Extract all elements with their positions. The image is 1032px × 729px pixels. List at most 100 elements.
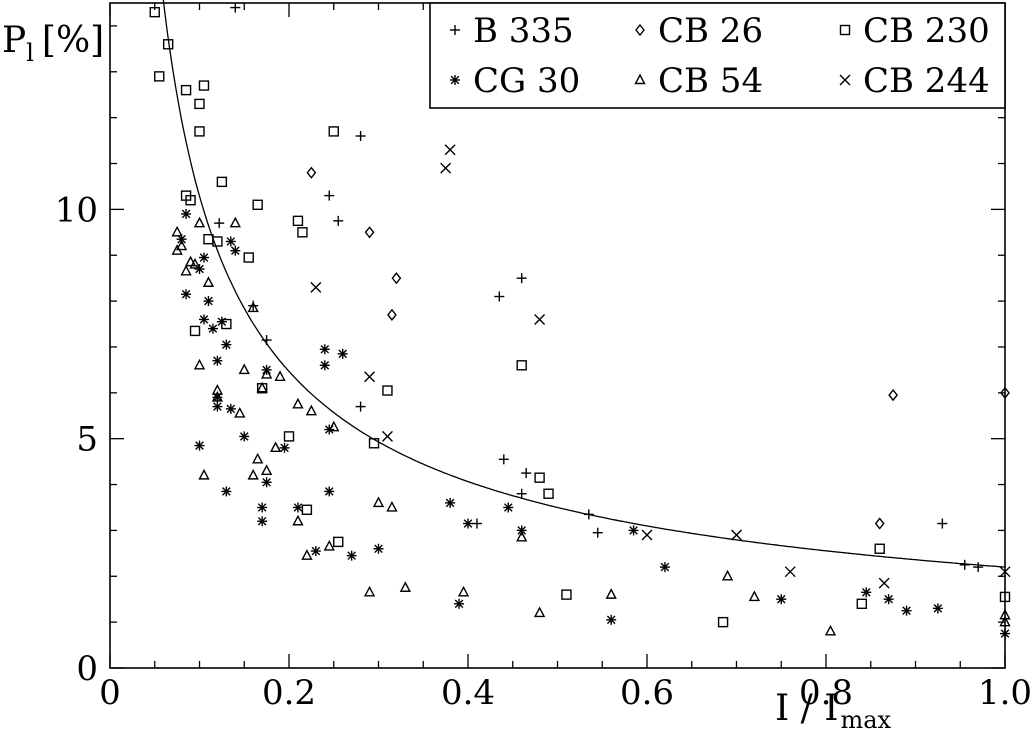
point-cb-26 <box>306 166 317 179</box>
legend-label-cb-230: CB 230 <box>863 11 990 51</box>
point-b-335 <box>494 291 505 302</box>
point-cg-30 <box>324 486 335 497</box>
point-cg-30 <box>279 442 290 453</box>
point-cb-26 <box>888 389 899 402</box>
point-cb-230 <box>216 176 228 188</box>
point-cg-30 <box>516 525 527 536</box>
point-cb-230 <box>189 325 201 337</box>
point-cg-30 <box>932 603 943 614</box>
x-axis-label: I / I <box>775 688 838 729</box>
point-cg-30 <box>257 516 268 527</box>
point-cg-30 <box>212 355 223 366</box>
point-cb-54 <box>372 496 385 508</box>
point-cb-230 <box>243 252 254 263</box>
point-cb-54 <box>175 239 188 251</box>
point-cb-54 <box>363 585 376 597</box>
legend-label-cb-26: CB 26 <box>658 11 763 51</box>
point-cb-230 <box>162 39 174 50</box>
legend-marker-cb-54 <box>634 73 646 85</box>
point-b-335 <box>355 131 366 141</box>
point-cb-54 <box>260 367 273 379</box>
point-cb-54 <box>193 216 206 228</box>
point-b-335 <box>973 562 984 573</box>
point-cb-54 <box>386 500 398 512</box>
point-cg-30 <box>310 546 321 557</box>
point-cb-230 <box>561 589 572 600</box>
legend-label-cb-54: CB 54 <box>658 61 763 101</box>
point-cg-30 <box>181 208 192 219</box>
point-cg-30 <box>463 518 473 529</box>
point-cb-54 <box>274 370 286 381</box>
point-cg-30 <box>1000 628 1010 639</box>
point-cb-230 <box>382 385 393 396</box>
point-cb-54 <box>229 216 241 228</box>
point-cb-244 <box>784 566 796 578</box>
point-cg-30 <box>230 245 241 256</box>
point-b-335 <box>959 559 970 570</box>
x-tick-label: 0.2 <box>262 673 316 713</box>
x-tick-label: 0.4 <box>441 673 495 713</box>
point-cb-230 <box>292 215 304 227</box>
point-cg-30 <box>225 236 236 247</box>
point-cb-230 <box>328 126 339 137</box>
point-cg-30 <box>861 587 872 598</box>
legend-label-cb-244: CB 244 <box>863 61 990 101</box>
axis-tick-labels: 0 0.2 0.4 0.6 0.8 1.0 0 5 10 <box>55 190 1032 713</box>
point-cb-244 <box>641 529 653 541</box>
point-cg-30 <box>203 296 214 307</box>
point-cg-30 <box>257 502 268 513</box>
point-cb-244 <box>364 371 376 383</box>
point-cg-30 <box>181 289 192 300</box>
legend-marker-cb-244 <box>839 74 851 86</box>
point-cb-54 <box>198 468 210 480</box>
point-cb-230 <box>516 360 527 371</box>
point-cb-26 <box>364 226 375 239</box>
point-cg-30 <box>194 440 205 451</box>
point-cg-30 <box>198 252 209 263</box>
point-cg-30 <box>194 264 205 274</box>
point-cb-230 <box>301 504 313 515</box>
point-cb-54 <box>399 581 412 592</box>
point-cb-26 <box>1000 386 1010 399</box>
legend-marker-cb-26 <box>635 23 645 37</box>
point-cb-230 <box>874 543 885 554</box>
point-cb-230 <box>333 536 344 548</box>
point-b-335 <box>355 401 366 412</box>
y-tick-label: 5 <box>76 420 98 460</box>
point-cg-30 <box>883 594 894 605</box>
point-cg-30 <box>216 316 227 327</box>
x-tick-label: 1.0 <box>978 673 1032 713</box>
point-b-335 <box>521 468 532 479</box>
point-cb-244 <box>731 529 742 541</box>
point-cb-54 <box>180 264 192 276</box>
y-axis-title: Pl [%] <box>2 20 104 67</box>
point-cb-54 <box>234 406 246 418</box>
point-cb-54 <box>292 397 304 409</box>
point-cb-230 <box>185 195 196 206</box>
point-cg-30 <box>319 360 330 371</box>
point-cg-30 <box>337 348 348 359</box>
point-cg-30 <box>207 323 218 334</box>
point-cb-54 <box>605 588 617 599</box>
point-cb-54 <box>824 624 837 636</box>
x-tick-label: 0.6 <box>620 673 674 713</box>
point-cb-230 <box>368 438 380 449</box>
point-cg-30 <box>212 401 223 412</box>
x-tick-label: 0 <box>99 673 121 713</box>
point-cb-230 <box>194 98 205 110</box>
point-cb-54 <box>260 464 273 475</box>
point-cg-30 <box>503 502 514 513</box>
point-cb-244 <box>534 313 546 325</box>
legend-label-cg-30: CG 30 <box>473 61 580 101</box>
point-b-335 <box>498 454 509 465</box>
legend-marker-cg-30 <box>450 75 460 85</box>
point-b-335 <box>937 518 948 529</box>
point-cb-54 <box>999 608 1011 620</box>
x-axis-label-sub: max <box>840 706 891 729</box>
point-cb-230 <box>283 431 295 442</box>
y-axis-label: P <box>2 20 26 61</box>
point-cb-230 <box>999 591 1011 603</box>
point-cb-54 <box>721 569 734 581</box>
point-cb-54 <box>269 441 282 453</box>
